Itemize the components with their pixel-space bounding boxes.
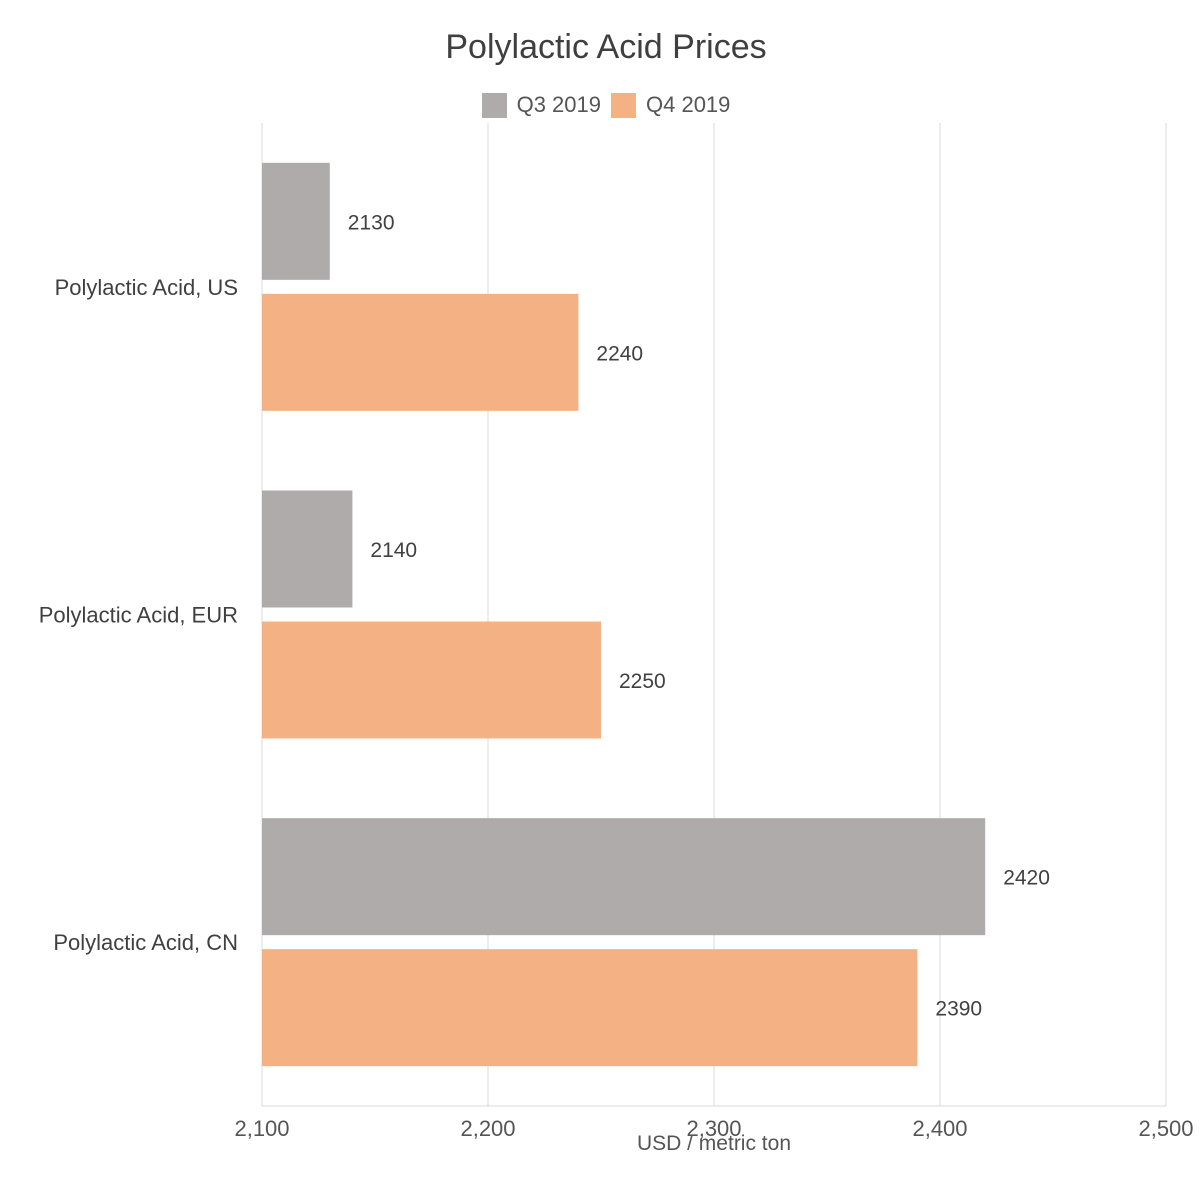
data-label: 2130 bbox=[348, 211, 395, 234]
x-axis-title: USD / metric ton bbox=[637, 1132, 791, 1155]
bar bbox=[262, 622, 601, 739]
data-label: 2140 bbox=[370, 539, 417, 562]
data-label: 2390 bbox=[935, 998, 982, 1021]
bar bbox=[262, 949, 917, 1066]
x-tick-label: 2,200 bbox=[460, 1116, 515, 1141]
x-tick-label: 2,500 bbox=[1138, 1116, 1193, 1141]
data-label: 2250 bbox=[619, 670, 666, 693]
x-tick-label: 2,400 bbox=[912, 1116, 967, 1141]
bar bbox=[262, 491, 352, 608]
category-label: Polylactic Acid, EUR bbox=[39, 603, 238, 628]
data-label: 2420 bbox=[1003, 867, 1050, 890]
bar bbox=[262, 163, 330, 280]
data-label: 2240 bbox=[596, 342, 643, 365]
category-label: Polylactic Acid, US bbox=[55, 275, 238, 300]
bar bbox=[262, 818, 985, 935]
bar bbox=[262, 294, 578, 411]
x-tick-label: 2,100 bbox=[234, 1116, 289, 1141]
category-label: Polylactic Acid, CN bbox=[53, 930, 238, 955]
